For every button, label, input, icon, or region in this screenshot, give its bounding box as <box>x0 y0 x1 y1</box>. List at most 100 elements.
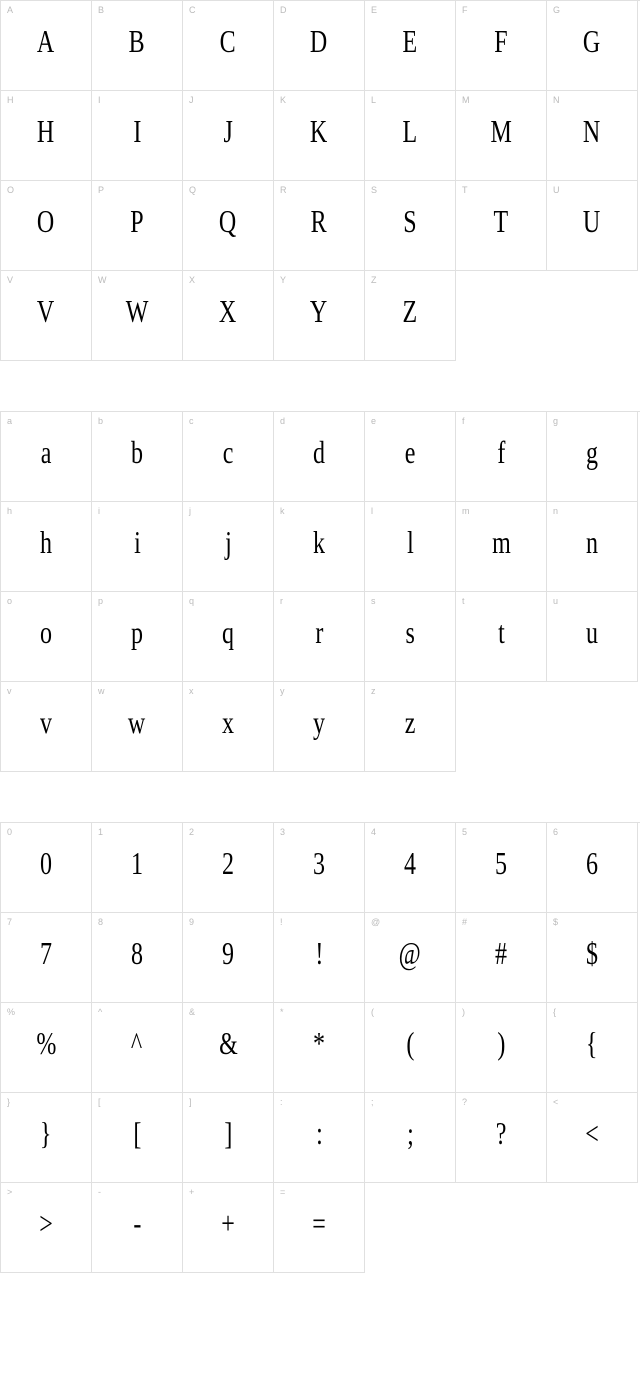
glyph-label: t <box>462 596 465 606</box>
glyph-cell: 66 <box>547 823 638 913</box>
glyph-display: H <box>37 113 54 150</box>
glyph-display: C <box>220 23 236 60</box>
glyph-label: - <box>98 1187 101 1197</box>
glyph-label: c <box>189 416 194 426</box>
glyph-cell: jj <box>183 502 274 592</box>
glyph-section-lowercase: aabbccddeeffgghhiijjkkllmmnnooppqqrrsstt… <box>0 411 640 772</box>
glyph-cell: CC <box>183 1 274 91</box>
glyph-cell: nn <box>547 502 638 592</box>
glyph-display: A <box>37 23 54 60</box>
glyph-label: } <box>7 1097 10 1107</box>
glyph-display: J <box>223 113 232 150</box>
glyph-grid: aabbccddeeffgghhiijjkkllmmnnooppqqrrsstt… <box>0 411 640 772</box>
glyph-display: g <box>586 434 598 471</box>
glyph-label: V <box>7 275 13 285</box>
glyph-label: H <box>7 95 14 105</box>
glyph-label: # <box>462 917 467 927</box>
glyph-cell: {{ <box>547 1003 638 1093</box>
glyph-label: + <box>189 1187 194 1197</box>
glyph-display: } <box>40 1115 52 1152</box>
glyph-label: % <box>7 1007 15 1017</box>
glyph-cell: 44 <box>365 823 456 913</box>
glyph-display: { <box>586 1025 598 1062</box>
glyph-display: > <box>39 1205 53 1242</box>
glyph-cell: ff <box>456 412 547 502</box>
glyph-cell: qq <box>183 592 274 682</box>
glyph-cell: gg <box>547 412 638 502</box>
glyph-cell: BB <box>92 1 183 91</box>
glyph-cell: $$ <box>547 913 638 1003</box>
glyph-label: d <box>280 416 285 426</box>
glyph-display: G <box>583 23 600 60</box>
glyph-display: W <box>126 293 149 330</box>
glyph-label: h <box>7 506 12 516</box>
glyph-display: 5 <box>495 845 507 882</box>
glyph-display: # <box>495 935 507 972</box>
glyph-cell: vv <box>1 682 92 772</box>
glyph-cell: UU <box>547 181 638 271</box>
glyph-label: a <box>7 416 12 426</box>
glyph-display: y <box>313 704 325 741</box>
glyph-display: 1 <box>131 845 143 882</box>
glyph-label: 0 <box>7 827 12 837</box>
glyph-label: 7 <box>7 917 12 927</box>
glyph-display: & <box>219 1025 238 1062</box>
glyph-cell: @@ <box>365 913 456 1003</box>
glyph-display: 0 <box>40 845 52 882</box>
glyph-display: l <box>407 524 414 561</box>
glyph-display: = <box>312 1205 326 1242</box>
glyph-label: G <box>553 5 560 15</box>
glyph-cell: ii <box>92 502 183 592</box>
glyph-label: 3 <box>280 827 285 837</box>
glyph-display: T <box>494 203 509 240</box>
glyph-label: x <box>189 686 194 696</box>
glyph-display: B <box>129 23 145 60</box>
glyph-label: ( <box>371 1007 374 1017</box>
glyph-display: d <box>313 434 325 471</box>
glyph-cell: 00 <box>1 823 92 913</box>
glyph-cell: aa <box>1 412 92 502</box>
glyph-display: < <box>585 1115 599 1152</box>
glyph-display: O <box>37 203 54 240</box>
glyph-cell: VV <box>1 271 92 361</box>
glyph-label: j <box>189 506 191 516</box>
glyph-label: K <box>280 95 286 105</box>
glyph-cell: 11 <box>92 823 183 913</box>
glyph-display: $ <box>586 935 598 972</box>
glyph-display: s <box>405 614 414 651</box>
glyph-display: P <box>130 203 143 240</box>
glyph-cell: :: <box>274 1093 365 1183</box>
glyph-display: @ <box>399 935 421 972</box>
glyph-label: Y <box>280 275 286 285</box>
glyph-display: z <box>405 704 416 741</box>
glyph-display: ; <box>407 1115 414 1152</box>
glyph-display: ! <box>315 935 323 972</box>
glyph-display: X <box>219 293 236 330</box>
glyph-label: M <box>462 95 470 105</box>
glyph-label: 5 <box>462 827 467 837</box>
glyph-cell: oo <box>1 592 92 682</box>
glyph-label: f <box>462 416 465 426</box>
glyph-section-uppercase: AABBCCDDEEFFGGHHIIJJKKLLMMNNOOPPQQRRSSTT… <box>0 0 640 361</box>
glyph-label: U <box>553 185 560 195</box>
glyph-display: 9 <box>222 935 234 972</box>
glyph-display: ? <box>496 1115 507 1152</box>
glyph-label: @ <box>371 917 380 927</box>
glyph-label: o <box>7 596 12 606</box>
glyph-label: * <box>280 1007 284 1017</box>
glyph-cell: 55 <box>456 823 547 913</box>
glyph-cell: WW <box>92 271 183 361</box>
glyph-grid: AABBCCDDEEFFGGHHIIJJKKLLMMNNOOPPQQRRSSTT… <box>0 0 640 361</box>
glyph-cell: bb <box>92 412 183 502</box>
glyph-cell: 22 <box>183 823 274 913</box>
glyph-label: W <box>98 275 107 285</box>
glyph-label: [ <box>98 1097 101 1107</box>
glyph-display: 7 <box>40 935 52 972</box>
glyph-label: R <box>280 185 287 195</box>
glyph-label: F <box>462 5 468 15</box>
glyph-display: Q <box>219 203 236 240</box>
glyph-cell: ee <box>365 412 456 502</box>
glyph-cell: TT <box>456 181 547 271</box>
glyph-label: s <box>371 596 376 606</box>
glyph-cell: }} <box>1 1093 92 1183</box>
